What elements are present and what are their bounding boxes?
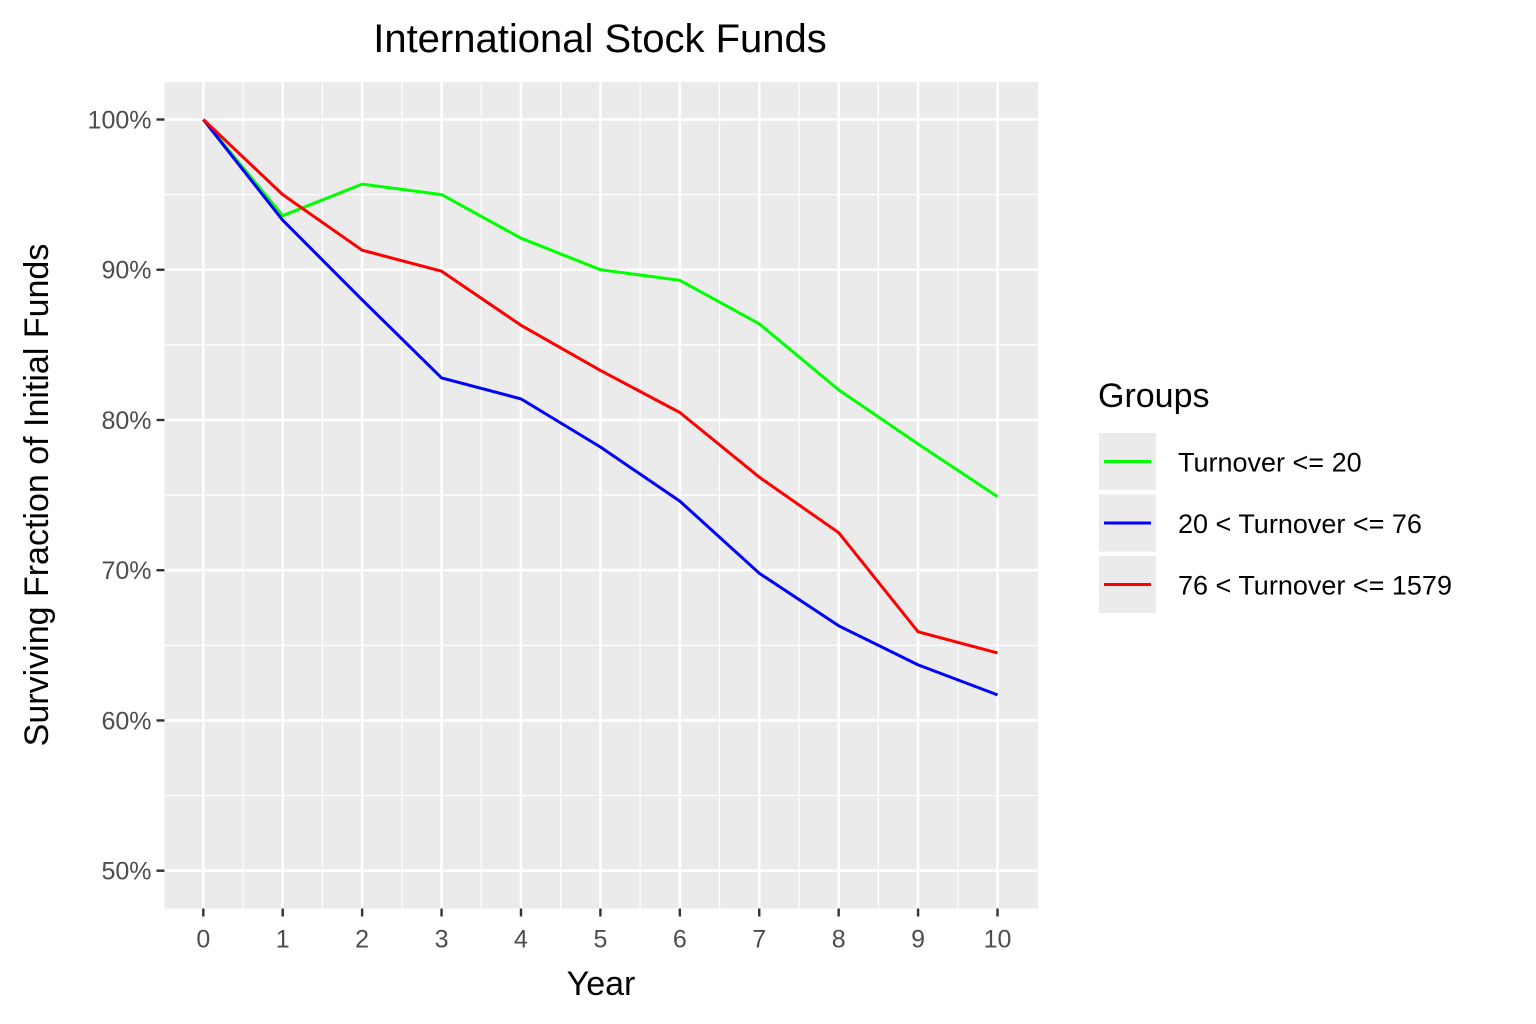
series-line xyxy=(202,118,998,655)
x-tick-label: 0 xyxy=(196,926,210,954)
x-axis-title: Year xyxy=(567,965,636,1003)
chart-title: International Stock Funds xyxy=(373,17,827,61)
legend-title: Groups xyxy=(1098,377,1210,415)
y-tick-label: 50% xyxy=(101,858,151,886)
x-tick-label: 3 xyxy=(435,926,449,954)
x-tick-label: 10 xyxy=(984,926,1012,954)
legend-label: 76 < Turnover <= 1579 xyxy=(1178,571,1452,601)
y-tick-label: 70% xyxy=(101,557,151,585)
series-line xyxy=(202,118,999,697)
y-tick-label: 60% xyxy=(101,707,151,735)
x-tick-label: 1 xyxy=(276,926,290,954)
x-tick-label: 6 xyxy=(673,926,687,954)
legend-label: Turnover <= 20 xyxy=(1178,448,1362,478)
x-tick-label: 5 xyxy=(593,926,607,954)
x-axis: 0 1 2 3 4 5 6 7 8 9 10 xyxy=(196,908,1012,954)
y-tick-label: 100% xyxy=(88,107,152,135)
x-tick-label: 2 xyxy=(355,926,369,954)
series-line xyxy=(202,118,999,498)
x-tick-label: 9 xyxy=(911,926,925,954)
y-tick-label: 80% xyxy=(101,407,151,435)
y-axis: 50% 60% 70% 80% 90% 100% xyxy=(88,107,165,886)
y-axis-title: Surviving Fraction of Initial Funds xyxy=(18,244,56,747)
x-tick-label: 7 xyxy=(752,926,766,954)
x-tick-label: 4 xyxy=(514,926,528,954)
x-tick-label: 8 xyxy=(832,926,846,954)
legend: Turnover <= 20 20 < Turnover <= 76 76 < Tu… xyxy=(1099,433,1452,613)
y-tick-label: 90% xyxy=(101,257,151,285)
legend-label: 20 < Turnover <= 76 xyxy=(1178,509,1422,539)
series-lines xyxy=(202,118,999,697)
